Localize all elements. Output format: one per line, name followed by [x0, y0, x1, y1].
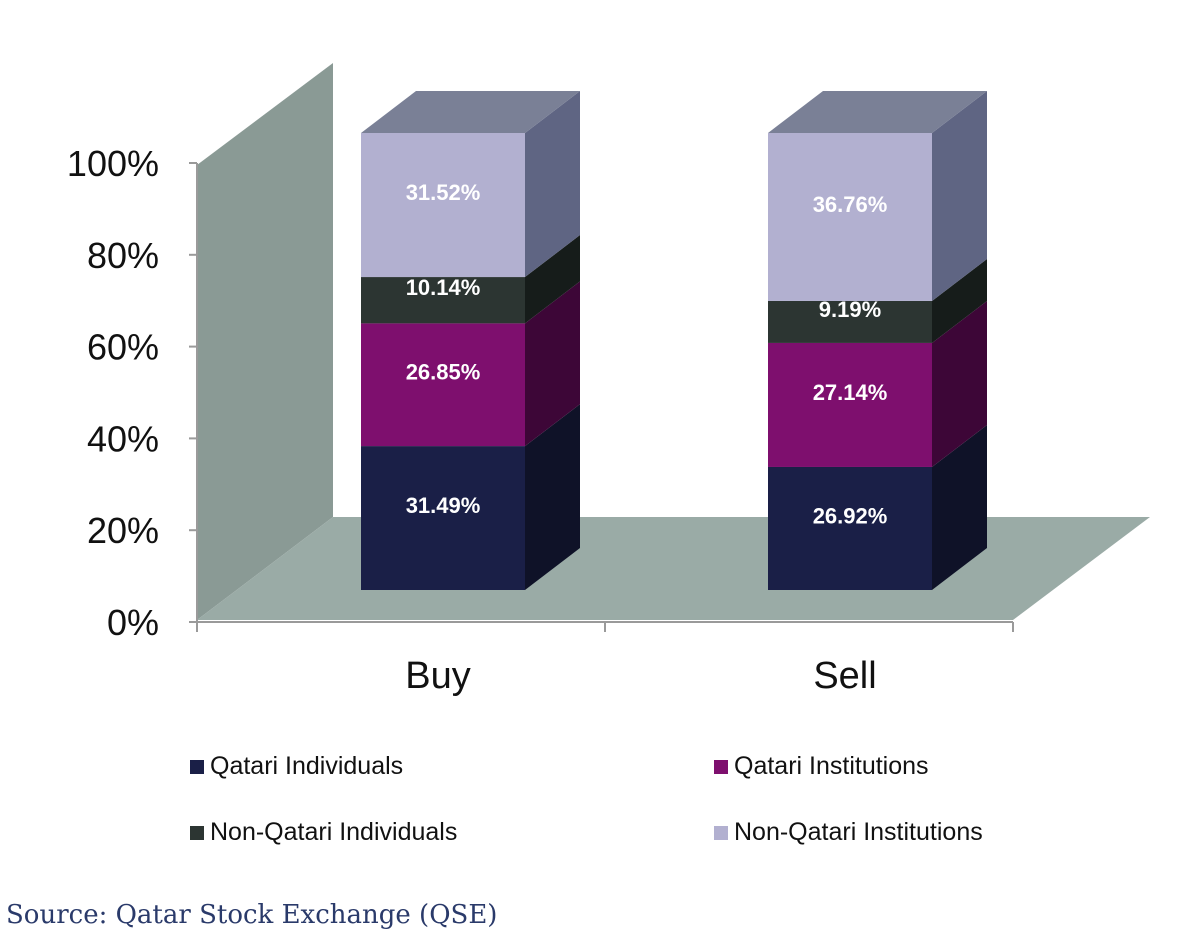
- chart-back-wall: [197, 63, 333, 620]
- bar-side-segment: [525, 235, 580, 324]
- y-tick-label: 60%: [87, 327, 159, 368]
- category-labels: Buy Sell: [405, 655, 876, 697]
- y-tick-label: 20%: [87, 510, 159, 551]
- legend-item-non-qatari-institutions: Non-Qatari Institutions: [714, 818, 983, 847]
- data-label: 9.19%: [819, 297, 881, 322]
- bar-segment: [768, 466, 932, 590]
- bar-top-face: [768, 90, 987, 133]
- bar-segment: [361, 323, 525, 447]
- legend-label: Non-Qatari Institutions: [734, 818, 983, 846]
- y-tick-label: 0%: [107, 602, 159, 643]
- bar-segment: [361, 446, 525, 590]
- data-label: 26.85%: [406, 360, 481, 385]
- bar-segment: [768, 342, 932, 467]
- bar-side-segment: [525, 404, 580, 590]
- data-label: 26.92%: [813, 503, 888, 528]
- legend-item-qatari-institutions: Qatari Institutions: [714, 752, 929, 781]
- x-axis-ticks: [196, 622, 1014, 632]
- bars: [361, 90, 987, 590]
- legend-label: Qatari Institutions: [734, 752, 929, 780]
- legend-label: Non-Qatari Individuals: [210, 818, 458, 846]
- data-label: 10.14%: [406, 275, 481, 300]
- legend-label: Qatari Individuals: [210, 752, 404, 780]
- bar-top-face: [361, 91, 580, 133]
- source-note: Source: Qatar Stock Exchange (QSE): [6, 900, 498, 930]
- legend: Qatari Individuals Qatari Institutions N…: [190, 752, 1090, 872]
- data-label: 31.52%: [406, 180, 481, 205]
- bar-side-segment: [932, 90, 987, 301]
- bar-segment: [361, 277, 525, 324]
- chart-floor: [197, 517, 1150, 620]
- bar-segment: [768, 132, 932, 301]
- data-label: 36.76%: [813, 192, 888, 217]
- bar-side-segment: [932, 424, 987, 590]
- bar-segment: [768, 300, 932, 343]
- y-tick-label: 80%: [87, 235, 159, 276]
- legend-swatch: [190, 759, 204, 774]
- y-tick-label: 40%: [87, 418, 159, 459]
- y-tick-label: 100%: [67, 143, 159, 184]
- legend-swatch: [714, 759, 728, 774]
- legend-swatch: [714, 825, 728, 840]
- y-axis-ticks: 0% 20% 40% 60% 80% 100%: [67, 143, 197, 643]
- bar-side-segment: [932, 258, 987, 343]
- legend-swatch: [190, 825, 204, 840]
- data-labels: 31.49% 26.85% 10.14% 31.52% 26.92% 27.14% 9.19…: [406, 180, 888, 528]
- data-label: 27.14%: [813, 380, 888, 405]
- bar-side-segment: [525, 281, 580, 447]
- legend-item-qatari-individuals: Qatari Individuals: [190, 752, 403, 781]
- bar-segment: [361, 133, 525, 278]
- x-category-label: Buy: [405, 655, 470, 697]
- legend-item-non-qatari-individuals: Non-Qatari Individuals: [190, 818, 457, 847]
- bar-side-segment: [525, 91, 580, 278]
- x-category-label: Sell: [813, 655, 876, 697]
- bar-side-segment: [932, 300, 987, 467]
- data-label: 31.49%: [406, 493, 481, 518]
